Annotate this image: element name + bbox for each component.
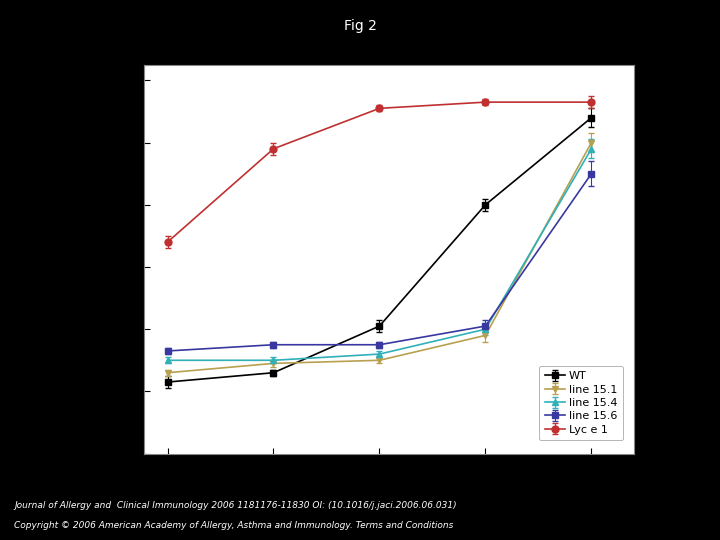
- Text: Copyright © 2006 American Academy of Allergy, Asthma and Immunology. Terms and C: Copyright © 2006 American Academy of All…: [14, 521, 454, 530]
- Text: Fig 2: Fig 2: [343, 19, 377, 33]
- Legend: WT, line 15.1, line 15.4, line 15.6, Lyc e 1: WT, line 15.1, line 15.4, line 15.6, Lyc…: [539, 366, 623, 440]
- Y-axis label: Inhibition [%]: Inhibition [%]: [97, 217, 110, 301]
- X-axis label: Inhibitor [μg/ml]: Inhibitor [μg/ml]: [338, 474, 439, 487]
- Text: Journal of Allergy and  Clinical Immunology 2006 1181176-11830 OI: (10.1016/j.ja: Journal of Allergy and Clinical Immunolo…: [14, 501, 457, 510]
